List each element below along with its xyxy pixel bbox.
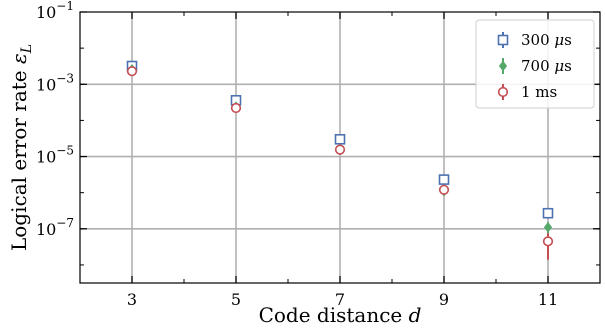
data-point	[334, 133, 346, 145]
y-axis-title: Logical error rate εL	[7, 44, 35, 251]
data-point	[542, 207, 554, 219]
legend-label: 700 μs	[521, 57, 572, 75]
legend-marker	[497, 86, 509, 98]
x-tick-label: 7	[335, 290, 345, 309]
tick-labels: 3 5 7 9 11 10−1 10−3 10−5 10−7	[36, 0, 558, 309]
data-point	[334, 144, 346, 155]
x-axis-title: Code distance d	[259, 303, 422, 327]
x-tick-label: 9	[439, 290, 449, 309]
legend-label: 300 μs	[521, 31, 572, 49]
data-point	[230, 102, 242, 114]
legend: 300 μs 700 μs 1 ms	[475, 19, 595, 109]
y-tick-label: 10−3	[36, 71, 74, 94]
y-tick-label: 10−7	[36, 216, 74, 239]
data-point	[438, 184, 450, 195]
legend-marker	[497, 34, 509, 46]
plot-frame	[79, 11, 601, 284]
legend-marker	[498, 60, 508, 72]
legend-label: 1 ms	[521, 83, 557, 101]
x-tick-label: 11	[538, 290, 558, 309]
data-point	[542, 236, 554, 247]
y-tick-label: 10−5	[36, 144, 74, 167]
y-tick-label: 10−1	[36, 0, 74, 22]
x-tick-label: 5	[231, 290, 241, 309]
x-tick-label: 3	[127, 290, 137, 309]
data-points	[126, 60, 554, 260]
data-point	[543, 221, 553, 233]
data-point	[126, 66, 138, 77]
data-point	[438, 174, 450, 185]
